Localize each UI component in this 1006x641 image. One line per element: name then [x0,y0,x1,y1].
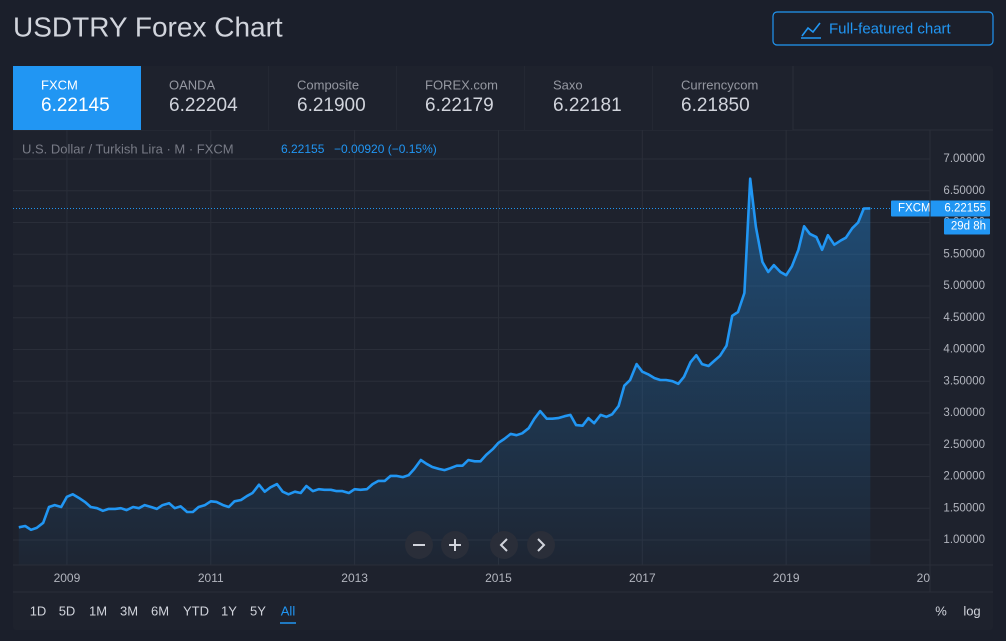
x-tick-label: 2017 [629,571,656,585]
x-tick-label: 2019 [773,571,800,585]
page-title: USDTRY Forex Chart [13,11,283,42]
y-tick-label: 5.00000 [943,280,985,292]
y-tick-label: 1.00000 [943,534,985,546]
tab[interactable]: OANDA 6.22204 [141,66,270,130]
price-line [18,177,871,532]
tab-bg[interactable] [13,66,141,130]
range-button[interactable]: 1M [89,603,107,618]
x-axis-labels: 2009 2011 2013 2015 2017 2019 2021 [54,571,944,585]
last-price-tag-value: 6.22155 [944,202,986,214]
tab-name: Saxo [553,77,583,92]
button-frame[interactable] [772,11,994,46]
tab-bg[interactable] [653,66,793,130]
y-tick-label: 4.00000 [943,344,985,356]
y-tick-label: 6.50000 [943,185,985,197]
scroll-right-icon [537,538,546,552]
tab-bg[interactable] [269,66,397,130]
tab-name: Composite [297,77,359,92]
y-tick-label: 4.50000 [943,312,985,324]
x-tick-label: 2011 [198,571,224,585]
scroll-left-button[interactable] [490,531,518,559]
tab[interactable]: FOREX.com 6.22179 [397,66,526,130]
area [18,178,871,565]
y-tick-label: 5.50000 [943,248,985,260]
tab-name: FOREX.com [425,77,498,92]
y-tick-label: 3.50000 [943,375,985,387]
y-tick-label: 2.00000 [943,471,985,483]
full-chart-button[interactable]: Full-featured chart [772,11,994,46]
tab[interactable]: FXCM 6.22145 [13,66,141,130]
x-tick-label: 2021 [917,571,944,585]
range-button[interactable]: YTD [183,603,209,618]
tabs: FXCM 6.22145 OANDA 6.22204 Composite 6.21900 F… [13,66,794,130]
legend-last-value: 6.22155 [281,142,325,156]
nav-buttons [405,531,555,559]
tab[interactable]: Composite 6.21900 [269,66,398,130]
tab-price: 6.21900 [297,95,366,116]
range-button[interactable]: 3M [120,603,138,618]
range-button[interactable]: 5D [59,603,76,618]
tab-name: Currencycom [681,77,758,92]
x-tick-label: 2009 [54,571,81,585]
tab-price: 6.22179 [425,95,494,116]
tab[interactable]: Saxo 6.22181 [525,66,654,130]
tab[interactable]: Currencycom 6.21850 [653,66,794,130]
tab-price: 6.21850 [681,95,750,116]
legend-change: −0.00920 (−0.15%) [334,142,437,156]
plot: 1.00000 1.50000 2.00000 2.50000 3.00000 3.500… [13,130,990,585]
x-tick-label: 2013 [341,571,368,585]
last-price-tag-name: FXCM [898,202,931,214]
range-button[interactable]: 6M [151,603,169,618]
y-tick-label: 7.00000 [943,153,985,165]
countdown-tag [944,218,990,235]
y-tick-label: 2.50000 [943,439,985,451]
button-label[interactable]: Full-featured chart [829,20,952,37]
scale-button[interactable]: log [963,603,980,618]
tab-bg[interactable] [141,66,269,130]
range-button[interactable]: 5Y [250,603,266,618]
tab-price: 6.22204 [169,95,238,116]
scale-button[interactable]: % [935,603,947,618]
tab-bg[interactable] [397,66,525,130]
range-button[interactable]: All [281,603,296,618]
tab-price: 6.22181 [553,95,622,116]
y-tick-label: 3.00000 [943,407,985,419]
scroll-left-icon [499,538,508,552]
scroll-right-button[interactable] [527,531,555,559]
countdown-text: 29d 8h [951,220,986,232]
chart-legend-title: U.S. Dollar / Turkish Lira · M · FXCM [22,141,234,156]
toolbar: 1D 5D 1M 3M 6M YTD 1Y 5Y All% log [30,603,981,624]
tab-name: OANDA [169,77,216,92]
range-button[interactable]: 1Y [221,603,237,618]
x-tick-label: 2015 [485,571,512,585]
y-tick-label: 1.50000 [943,502,985,514]
last-price-tag [891,200,990,217]
button-icon [801,22,821,37]
range-button[interactable]: 1D [30,603,47,618]
tab-name: FXCM [41,77,78,92]
tab-bg[interactable] [525,66,653,130]
tab-price: 6.22145 [41,95,110,116]
